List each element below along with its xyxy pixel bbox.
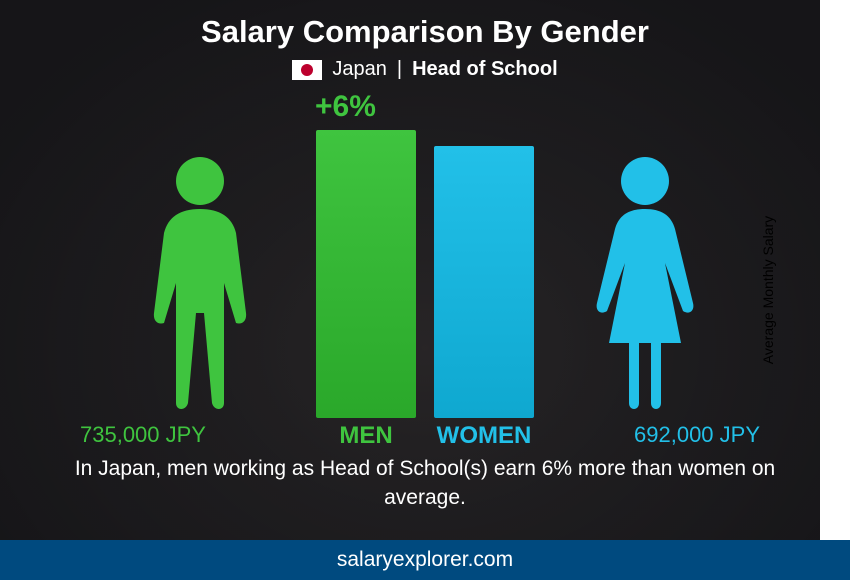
job-title-label: Head of School: [412, 58, 558, 81]
bar-women: [434, 146, 534, 418]
country-label: Japan: [332, 58, 387, 81]
chart-area: +6% MEN WOMEN 735,000 JPY 692,000 JPY: [0, 90, 850, 460]
gender-label-row: MEN WOMEN: [316, 422, 534, 450]
men-salary-value: 735,000 JPY: [80, 422, 206, 448]
footer-bar: salaryexplorer.com: [0, 540, 850, 580]
bar-group: [316, 130, 534, 418]
infographic-container: Average Monthly Salary Salary Comparison…: [0, 0, 850, 580]
japan-flag-icon: [292, 60, 322, 80]
female-person-icon: [585, 153, 705, 418]
women-label: WOMEN: [434, 422, 534, 450]
source-link[interactable]: salaryexplorer.com: [337, 548, 513, 572]
percentage-difference: +6%: [315, 90, 376, 124]
divider-pipe: |: [397, 58, 402, 81]
male-person-icon: [140, 153, 260, 418]
men-label: MEN: [316, 422, 416, 450]
subtitle-row: Japan | Head of School: [0, 58, 850, 81]
women-salary-value: 692,000 JPY: [634, 422, 760, 448]
main-title: Salary Comparison By Gender: [0, 0, 850, 50]
bar-men: [316, 130, 416, 418]
summary-text: In Japan, men working as Head of School(…: [0, 455, 850, 512]
